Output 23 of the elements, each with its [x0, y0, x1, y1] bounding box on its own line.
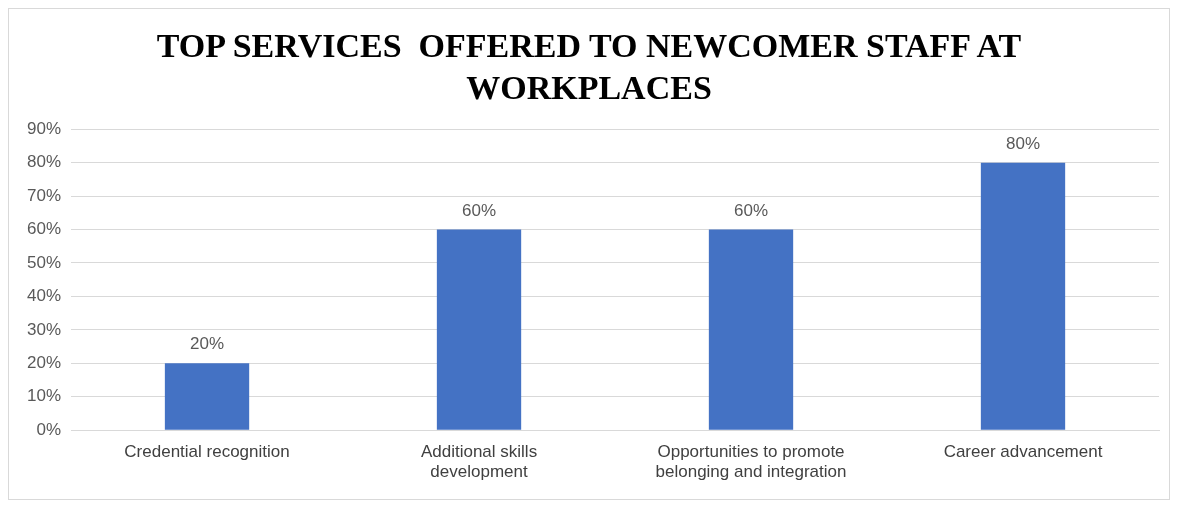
x-tick-label: Credential recognition	[124, 442, 290, 462]
y-tick-label: 80%	[26, 152, 62, 172]
data-label: 80%	[1005, 133, 1041, 153]
y-tick-label: 10%	[26, 386, 62, 406]
y-tick-label: 0%	[36, 419, 62, 439]
bar	[164, 363, 250, 430]
y-tick-label: 20%	[26, 353, 62, 372]
x-tick-label: Additional skills development	[420, 442, 538, 482]
y-tick-label: 30%	[26, 319, 62, 339]
data-label: 60%	[462, 200, 497, 220]
chart-title: TOP SERVICES OFFERED TO NEWCOMER STAFF AT WORKPLACES	[155, 26, 1023, 108]
data-label: 20%	[190, 334, 225, 354]
y-tick-label: 50%	[26, 252, 62, 272]
x-tick-label: Career advancement	[943, 442, 1103, 462]
y-tick-label: 60%	[26, 219, 62, 239]
y-tick-label: 40%	[26, 286, 62, 306]
bar	[708, 229, 794, 430]
bar	[980, 162, 1066, 430]
x-tick-label: Opportunities to promote belonging and integration	[655, 442, 847, 482]
data-label: 60%	[733, 200, 769, 220]
bar	[436, 229, 522, 430]
y-tick-label: 90%	[26, 118, 62, 138]
y-tick-label: 70%	[26, 185, 62, 205]
